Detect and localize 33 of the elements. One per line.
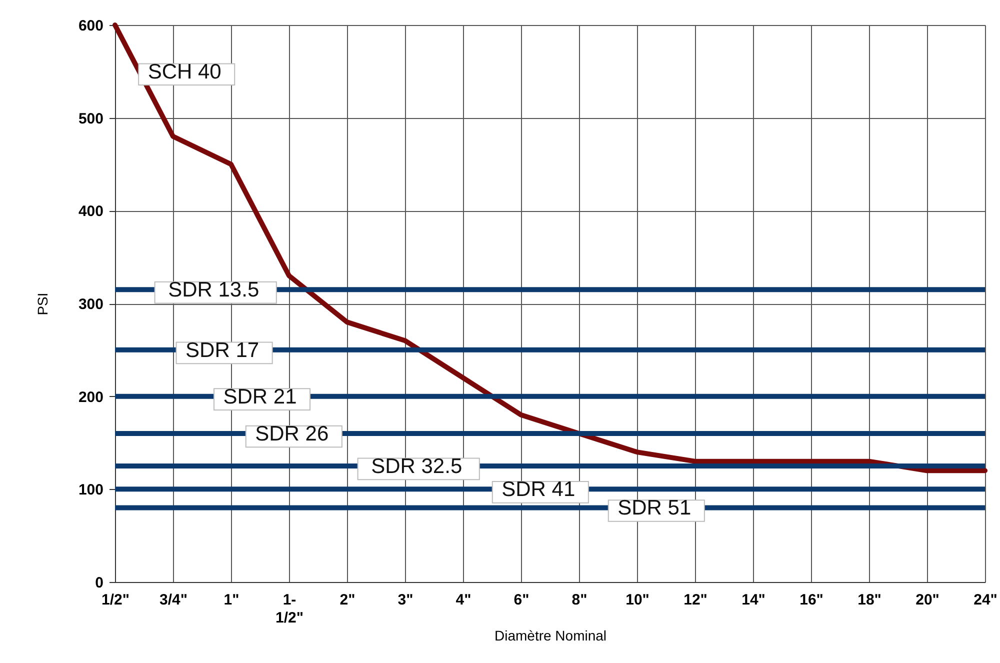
x-tick-label: 6" (514, 592, 530, 608)
x-tick-label: 2" (340, 592, 356, 608)
ref-line-label: SDR 21 (223, 385, 297, 408)
x-tick-label: 18" (858, 592, 882, 608)
y-axis-title: PSI (34, 292, 50, 316)
x-tick-label: 1-1/2" (276, 592, 304, 626)
x-tick-label: 24" (974, 592, 998, 608)
x-tick-label: 10" (626, 592, 650, 608)
x-tick-label: 1/2" (102, 592, 130, 608)
y-tick-label: 600 (78, 18, 104, 34)
x-tick-label: 4" (456, 592, 472, 608)
x-tick-label: 16" (800, 592, 824, 608)
x-tick-label: 20" (916, 592, 940, 608)
y-tick-label: 300 (78, 296, 104, 313)
y-tick-label: 400 (78, 203, 104, 220)
series-label: SCH 40 (148, 60, 222, 84)
ref-line-label: SDR 51 (618, 496, 692, 520)
x-tick-label: 12" (684, 592, 708, 608)
y-tick-label: 200 (78, 388, 104, 406)
x-tick-label: 14" (742, 592, 766, 608)
ref-line-label: SDR 13.5 (168, 278, 260, 302)
ref-line-label: SDR 26 (255, 422, 329, 446)
y-tick-label: 0 (95, 574, 104, 592)
x-tick-label: 8" (572, 592, 588, 608)
ref-line-label: SDR 32.5 (371, 454, 462, 478)
ref-line-label: SDR 17 (186, 338, 260, 362)
x-tick-label: 3" (398, 592, 414, 608)
x-tick-label: 3/4" (160, 592, 188, 608)
y-tick-label: 100 (78, 482, 104, 499)
x-axis-title: Diamètre Nominal (494, 628, 607, 644)
y-tick-label: 500 (78, 110, 104, 128)
x-tick-label: 1" (224, 592, 240, 608)
ref-line-label: SDR 41 (502, 478, 576, 502)
